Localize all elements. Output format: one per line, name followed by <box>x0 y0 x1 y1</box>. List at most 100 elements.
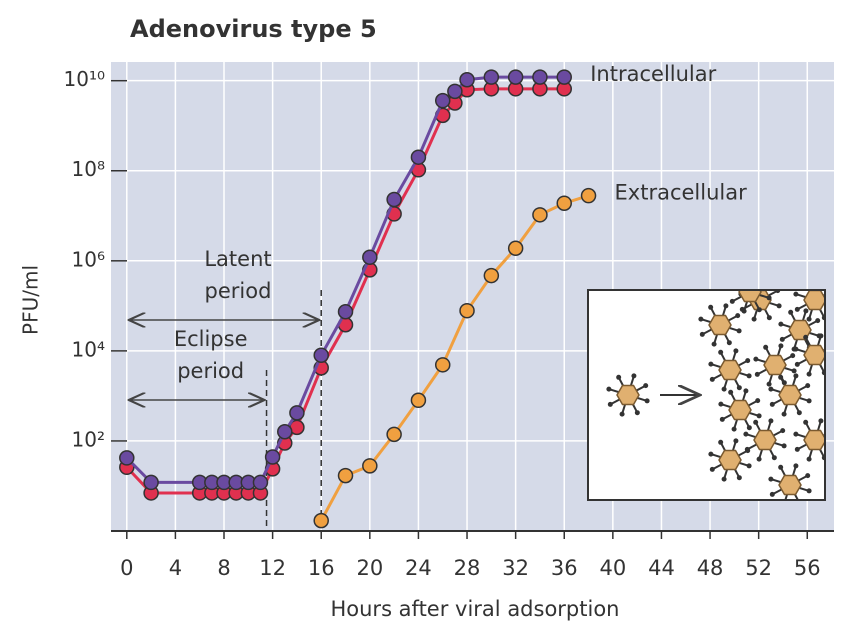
virion-knob <box>805 383 811 389</box>
x-tick-label: 36 <box>551 556 578 580</box>
virion-knob <box>791 368 797 374</box>
virion-knob <box>729 298 735 304</box>
virion-knob <box>733 438 739 444</box>
virion-knob <box>721 476 727 482</box>
virion-knob <box>768 476 774 482</box>
virion-knob <box>743 388 749 394</box>
virion-knob <box>775 291 781 294</box>
virion-knob <box>776 303 782 309</box>
data-point <box>507 240 524 257</box>
virion-knob <box>766 295 772 301</box>
virion-knob <box>745 358 751 364</box>
virion-capsid <box>763 354 787 376</box>
x-tick-label: 8 <box>217 556 230 580</box>
data-point <box>556 69 572 85</box>
virion-knob <box>788 309 794 315</box>
virion-knob <box>805 473 811 479</box>
virion-knob <box>708 361 714 367</box>
x-tick-label: 4 <box>169 556 182 580</box>
virion-knob <box>821 455 824 461</box>
data-point <box>337 467 354 484</box>
virus-particles <box>606 291 824 499</box>
virion-knob <box>721 386 727 392</box>
virion-knob <box>699 331 705 337</box>
virion-knob <box>698 316 704 322</box>
virion-knob <box>743 431 749 437</box>
virion-knob <box>726 340 732 346</box>
virion-knob <box>756 413 762 419</box>
data-point <box>362 458 378 474</box>
data-point <box>483 267 500 284</box>
virion-knob <box>736 328 742 334</box>
virion-knob <box>708 451 714 457</box>
virion-knob <box>768 418 774 424</box>
virion-knob <box>643 383 649 389</box>
virion-knob <box>779 336 785 342</box>
y-axis-label: PFU/ml <box>19 265 43 335</box>
data-point <box>410 392 427 409</box>
virion-knob <box>746 463 752 469</box>
x-tick-label: 12 <box>259 556 286 580</box>
virion-knob <box>719 416 725 422</box>
x-tick-label: 56 <box>794 556 821 580</box>
virion-knob <box>606 386 612 392</box>
x-tick-label: 16 <box>308 556 335 580</box>
virion-knob <box>806 398 812 404</box>
virion-knob <box>709 466 715 472</box>
virion-knob <box>803 419 809 425</box>
virion-knob <box>644 398 650 404</box>
data-point <box>434 92 451 109</box>
virion-capsid <box>778 474 802 496</box>
virion-knob <box>616 374 622 380</box>
x-tick-label: 28 <box>454 556 481 580</box>
virion-knob <box>766 381 772 387</box>
virion-knob <box>806 488 812 494</box>
virion-knob <box>793 431 799 437</box>
x-tick-label: 44 <box>648 556 675 580</box>
virion-knob <box>771 455 777 461</box>
virion-knob <box>745 448 751 454</box>
virion-knob <box>718 401 724 407</box>
y-tick-label: 10⁴ <box>72 337 105 361</box>
virion-knob <box>753 419 759 425</box>
virion-knob <box>763 344 769 350</box>
virion-knob <box>793 346 799 352</box>
virion-capsid <box>803 429 824 451</box>
virion-knob <box>778 343 784 349</box>
series-label: Intracellular <box>590 62 716 86</box>
virion-knob <box>718 349 724 355</box>
virion-knob <box>806 371 812 377</box>
virion-knob <box>746 373 752 379</box>
data-point <box>434 357 451 373</box>
virion-knob <box>818 333 824 339</box>
virion-knob <box>793 291 799 297</box>
virion-knob <box>790 353 796 359</box>
data-point <box>362 249 378 265</box>
virion-capsid <box>728 399 752 421</box>
series-label: Extracellular <box>615 181 748 205</box>
virion-knob <box>815 318 821 324</box>
virion-knob <box>796 410 802 416</box>
virion-capsid <box>803 291 824 311</box>
virion-knob <box>781 411 787 417</box>
virion-knob <box>728 389 734 395</box>
virion-knob <box>778 464 784 470</box>
data-point <box>277 423 293 440</box>
period-label: Latent <box>204 247 271 271</box>
virion-knob <box>754 371 760 377</box>
x-tick-label: 40 <box>599 556 626 580</box>
virion-knob <box>794 361 800 367</box>
virion-capsid <box>708 314 732 336</box>
data-point <box>580 187 597 204</box>
virion-knob <box>803 308 809 314</box>
x-tick-label: 20 <box>356 556 383 580</box>
virion-knob <box>806 456 812 462</box>
virion-capsid <box>718 449 742 471</box>
inset-image <box>587 289 826 501</box>
virion-knob <box>769 491 775 497</box>
virion-knob <box>607 401 613 407</box>
virion-capsid <box>616 384 640 406</box>
virion-knob <box>723 303 729 309</box>
period-label: Eclipse <box>174 327 248 351</box>
